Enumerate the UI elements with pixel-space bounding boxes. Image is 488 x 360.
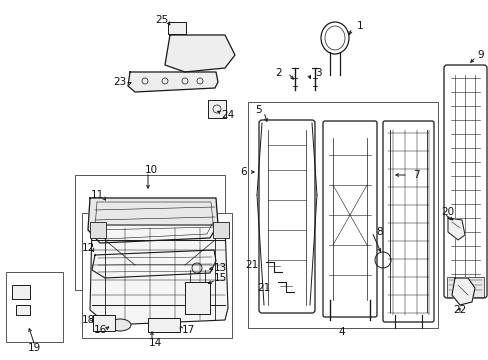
Text: 23: 23 <box>113 77 126 87</box>
Bar <box>16 305 30 315</box>
Bar <box>446 277 483 297</box>
Text: 13: 13 <box>213 263 226 273</box>
Text: 9: 9 <box>477 50 483 60</box>
Polygon shape <box>164 35 235 72</box>
Text: 3: 3 <box>314 68 321 78</box>
Text: 1: 1 <box>356 21 363 31</box>
Ellipse shape <box>325 26 345 50</box>
Text: 15: 15 <box>213 273 226 283</box>
Bar <box>168 22 185 34</box>
Text: 17: 17 <box>181 325 194 335</box>
FancyBboxPatch shape <box>382 121 433 322</box>
Text: 6: 6 <box>240 167 247 177</box>
Bar <box>12 285 30 299</box>
Bar <box>6 272 63 342</box>
Text: 8: 8 <box>376 227 383 237</box>
Text: 14: 14 <box>148 338 162 348</box>
Text: 18: 18 <box>81 315 95 325</box>
Text: 21: 21 <box>245 260 258 270</box>
Bar <box>148 318 180 332</box>
FancyBboxPatch shape <box>323 121 376 317</box>
Text: 12: 12 <box>81 243 95 253</box>
Text: 25: 25 <box>155 15 168 25</box>
FancyBboxPatch shape <box>443 65 486 298</box>
Ellipse shape <box>320 22 348 54</box>
Text: 16: 16 <box>93 325 106 335</box>
Text: 22: 22 <box>452 305 466 315</box>
Bar <box>75 175 224 290</box>
Polygon shape <box>90 225 227 325</box>
Text: 24: 24 <box>221 110 234 120</box>
FancyBboxPatch shape <box>259 120 314 313</box>
Ellipse shape <box>109 319 131 331</box>
Bar <box>82 213 231 338</box>
Polygon shape <box>451 278 474 305</box>
Text: 19: 19 <box>27 343 41 353</box>
Bar <box>213 222 228 238</box>
Polygon shape <box>92 250 216 278</box>
Text: 5: 5 <box>254 105 261 115</box>
Text: 10: 10 <box>144 165 157 175</box>
Bar <box>184 282 209 314</box>
Bar <box>207 100 225 118</box>
Text: 21: 21 <box>257 283 270 293</box>
Bar <box>247 102 437 328</box>
Polygon shape <box>447 218 464 240</box>
Polygon shape <box>128 72 218 92</box>
Text: 7: 7 <box>412 170 418 180</box>
Text: 4: 4 <box>338 327 345 337</box>
Bar <box>93 315 115 331</box>
Text: 2: 2 <box>275 68 282 78</box>
Text: 11: 11 <box>90 190 103 200</box>
Bar <box>90 222 106 238</box>
Text: 20: 20 <box>441 207 454 217</box>
Polygon shape <box>88 198 218 243</box>
